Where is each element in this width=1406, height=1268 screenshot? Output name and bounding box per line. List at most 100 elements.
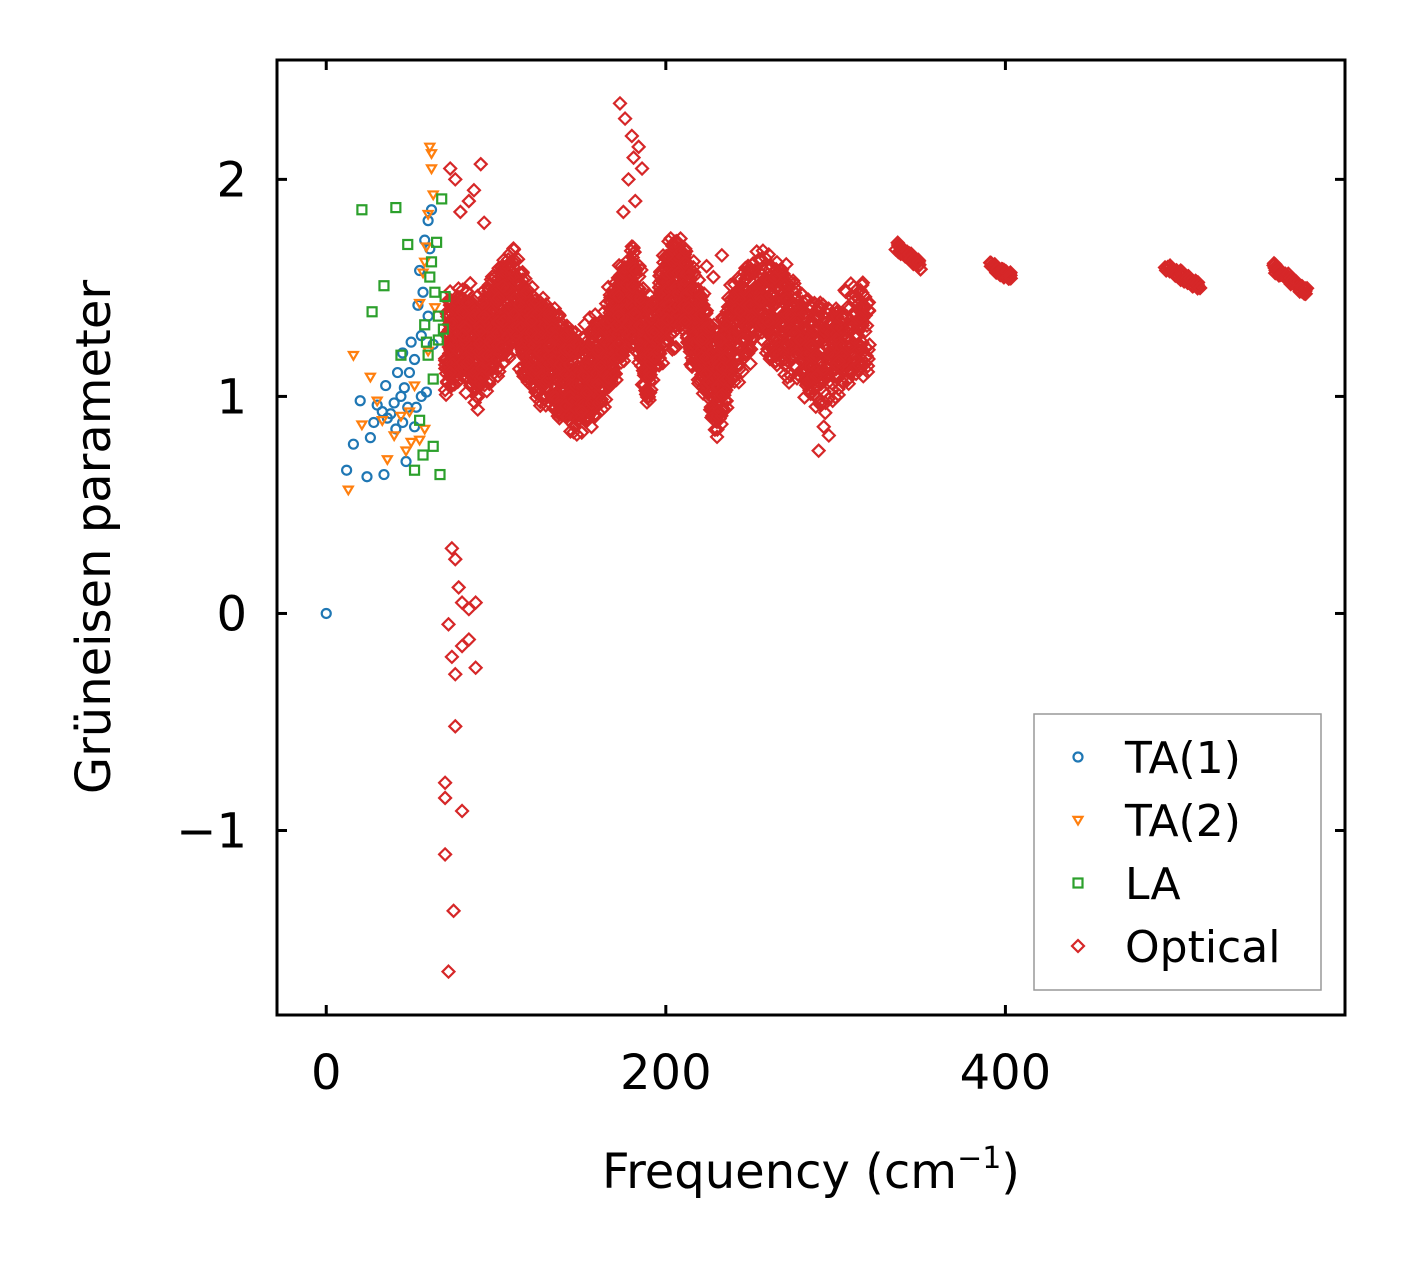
point-optical xyxy=(835,310,851,326)
point-optical xyxy=(594,401,610,418)
point-optical xyxy=(677,255,693,271)
legend-entry: LA xyxy=(1072,859,1181,910)
point-optical xyxy=(693,349,710,365)
point-optical xyxy=(471,344,487,360)
point-optical xyxy=(664,238,680,254)
point-ta-1- xyxy=(397,347,409,359)
point-optical xyxy=(658,266,674,282)
point-optical xyxy=(843,316,859,332)
point-optical xyxy=(461,354,477,370)
point-optical xyxy=(532,394,548,410)
point-optical xyxy=(611,335,627,351)
point-optical xyxy=(785,297,801,314)
point-optical xyxy=(490,337,506,353)
point-optical xyxy=(438,365,454,382)
point-optical xyxy=(524,307,540,323)
point-optical xyxy=(461,193,477,209)
point-optical xyxy=(562,357,578,373)
point-optical xyxy=(452,204,468,220)
point-optical xyxy=(808,399,824,415)
point-ta-1- xyxy=(398,382,410,394)
point-optical xyxy=(777,277,793,294)
point-optical xyxy=(786,318,802,334)
point-optical xyxy=(594,391,610,408)
point-optical xyxy=(812,381,829,397)
point-ta-1- xyxy=(380,379,392,392)
point-ta-2- xyxy=(403,407,416,419)
point-optical xyxy=(861,302,877,318)
point-optical xyxy=(798,293,815,309)
point-optical xyxy=(1190,274,1206,290)
point-optical xyxy=(468,595,484,611)
point-optical xyxy=(542,338,558,354)
point-optical xyxy=(831,387,847,403)
legend-label: TA(2) xyxy=(1124,796,1241,847)
point-ta-1- xyxy=(390,423,402,435)
point-optical xyxy=(643,355,659,371)
point-optical xyxy=(678,286,695,302)
point-optical xyxy=(722,277,739,293)
point-optical xyxy=(714,359,730,375)
point-optical xyxy=(524,313,540,329)
point-optical xyxy=(787,285,803,301)
point-optical xyxy=(454,803,470,819)
point-optical xyxy=(620,171,637,187)
point-optical xyxy=(545,353,561,369)
point-optical xyxy=(777,304,793,321)
point-optical xyxy=(438,387,454,403)
point-optical xyxy=(578,344,594,360)
point-optical xyxy=(659,312,675,328)
point-optical xyxy=(508,333,524,349)
y-axis-label: Grüneisen parameter xyxy=(66,280,122,795)
point-ta-2- xyxy=(408,381,421,393)
point-optical xyxy=(700,320,716,336)
point-optical xyxy=(490,368,506,384)
point-optical xyxy=(659,248,675,264)
point-la xyxy=(417,449,429,461)
point-optical xyxy=(714,247,730,263)
point-la xyxy=(356,204,368,216)
point-optical xyxy=(442,160,458,177)
point-optical xyxy=(698,366,714,382)
point-ta-1- xyxy=(388,397,400,409)
x-tick-label: 400 xyxy=(960,1045,1052,1101)
point-optical xyxy=(468,660,484,676)
point-optical xyxy=(447,171,463,187)
point-ta-2- xyxy=(421,209,435,221)
point-ta-1- xyxy=(378,468,390,481)
point-optical xyxy=(506,252,523,268)
legend-marker xyxy=(1072,877,1084,889)
point-la xyxy=(378,280,390,292)
point-optical xyxy=(476,309,492,325)
point-optical xyxy=(664,341,680,358)
series-optical xyxy=(437,95,1315,980)
point-optical xyxy=(574,424,590,441)
point-ta-2- xyxy=(413,435,427,447)
point-ta-1- xyxy=(419,234,431,246)
point-optical xyxy=(444,293,460,309)
legend-entry: TA(1) xyxy=(1072,733,1241,784)
point-optical xyxy=(711,403,727,419)
point-optical xyxy=(831,353,847,369)
point-optical xyxy=(695,380,711,396)
point-optical xyxy=(617,111,633,127)
y-tick-label: −1 xyxy=(176,804,247,860)
point-optical xyxy=(686,253,702,270)
point-la xyxy=(432,334,444,346)
point-optical xyxy=(641,392,658,408)
point-optical xyxy=(446,903,462,919)
point-la xyxy=(431,236,443,248)
point-optical xyxy=(447,718,463,734)
point-ta-1- xyxy=(364,432,376,444)
point-optical xyxy=(806,295,822,311)
point-optical xyxy=(855,368,871,384)
point-la xyxy=(408,464,421,476)
point-optical xyxy=(564,323,580,339)
point-ta-2- xyxy=(404,437,418,449)
point-optical xyxy=(531,344,547,360)
point-optical xyxy=(437,846,453,862)
point-optical xyxy=(664,266,680,282)
legend-label: Optical xyxy=(1125,922,1280,973)
point-optical xyxy=(803,317,819,333)
